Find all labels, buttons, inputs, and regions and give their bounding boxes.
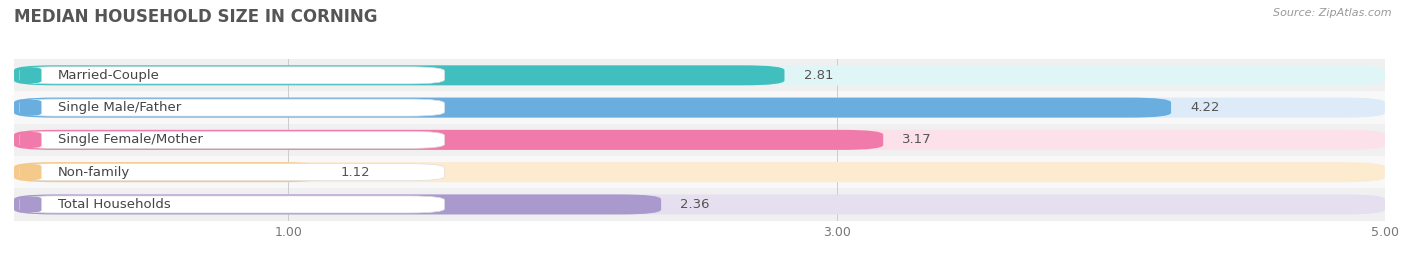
Text: Single Male/Father: Single Male/Father [58, 101, 181, 114]
FancyBboxPatch shape [14, 130, 883, 150]
FancyBboxPatch shape [20, 164, 444, 181]
Text: Single Female/Mother: Single Female/Mother [58, 133, 202, 146]
FancyBboxPatch shape [14, 124, 1385, 156]
FancyBboxPatch shape [14, 98, 1385, 118]
Text: Total Households: Total Households [58, 198, 170, 211]
FancyBboxPatch shape [14, 194, 1385, 214]
FancyBboxPatch shape [20, 131, 42, 148]
FancyBboxPatch shape [20, 99, 444, 116]
FancyBboxPatch shape [14, 194, 661, 214]
Text: MEDIAN HOUSEHOLD SIZE IN CORNING: MEDIAN HOUSEHOLD SIZE IN CORNING [14, 8, 378, 26]
FancyBboxPatch shape [14, 59, 1385, 91]
FancyBboxPatch shape [14, 156, 1385, 188]
FancyBboxPatch shape [20, 67, 444, 84]
Text: 4.22: 4.22 [1191, 101, 1220, 114]
FancyBboxPatch shape [20, 99, 42, 116]
Text: 3.17: 3.17 [903, 133, 932, 146]
Text: Non-family: Non-family [58, 166, 131, 179]
FancyBboxPatch shape [14, 162, 321, 182]
FancyBboxPatch shape [20, 67, 42, 84]
FancyBboxPatch shape [20, 131, 444, 148]
FancyBboxPatch shape [14, 65, 785, 85]
FancyBboxPatch shape [14, 162, 1385, 182]
Text: 2.36: 2.36 [681, 198, 710, 211]
Text: 1.12: 1.12 [340, 166, 370, 179]
FancyBboxPatch shape [14, 65, 1385, 85]
FancyBboxPatch shape [14, 188, 1385, 221]
FancyBboxPatch shape [20, 196, 42, 213]
FancyBboxPatch shape [14, 98, 1171, 118]
FancyBboxPatch shape [14, 91, 1385, 124]
Text: Source: ZipAtlas.com: Source: ZipAtlas.com [1274, 8, 1392, 18]
FancyBboxPatch shape [20, 164, 42, 181]
Text: Married-Couple: Married-Couple [58, 69, 160, 82]
Text: 2.81: 2.81 [804, 69, 834, 82]
FancyBboxPatch shape [20, 196, 444, 213]
FancyBboxPatch shape [14, 130, 1385, 150]
